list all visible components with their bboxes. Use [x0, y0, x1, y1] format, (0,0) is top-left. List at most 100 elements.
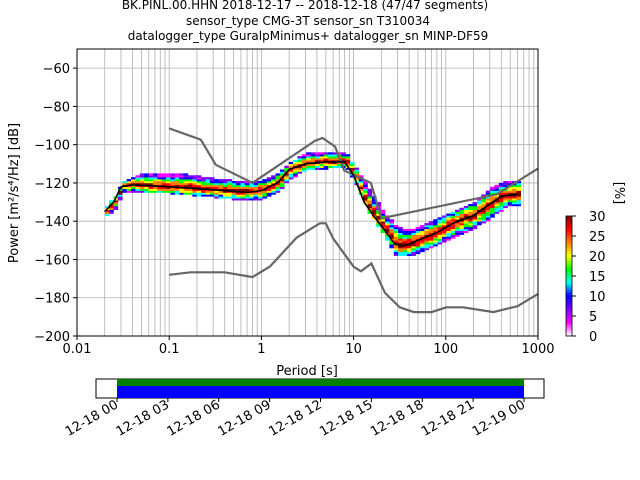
psd-cell	[258, 198, 263, 201]
psd-cell	[310, 163, 316, 167]
psd-cell	[279, 171, 285, 174]
psd-cell	[179, 181, 184, 184]
psd-cell	[104, 205, 110, 209]
psd-cell	[455, 234, 460, 237]
psd-cell	[319, 154, 325, 157]
psd-cell	[367, 198, 373, 201]
psd-cell	[236, 184, 241, 188]
psd-cell	[437, 236, 443, 239]
psd-cell	[196, 188, 202, 191]
psd-cell	[240, 188, 246, 191]
psd-cell	[354, 173, 360, 176]
psd-cell	[117, 190, 123, 193]
psd-cell	[174, 179, 180, 182]
psd-cell	[406, 234, 412, 237]
psd-cell	[507, 192, 513, 195]
psd-cell	[271, 175, 276, 178]
psd-cell	[310, 165, 316, 168]
psd-cell	[385, 236, 390, 239]
psd-cell	[253, 198, 259, 201]
psd-cell	[402, 251, 408, 255]
psd-cell	[323, 154, 329, 157]
psd-cell	[161, 179, 167, 182]
psd-cell	[415, 244, 421, 247]
psd-cell	[306, 156, 311, 159]
psd-cell	[507, 181, 513, 184]
psd-cell	[463, 213, 469, 216]
psd-cell	[192, 179, 198, 182]
psd-cell	[244, 182, 250, 186]
timeline-tick-label: 12-18 15	[317, 397, 375, 439]
y-tick-label: −140	[34, 215, 70, 230]
psd-cell	[494, 211, 500, 214]
psd-cell	[139, 188, 145, 191]
psd-cell	[314, 163, 320, 167]
psd-cell	[144, 177, 149, 180]
x-tick-label: 100	[433, 342, 458, 357]
psd-cell	[420, 232, 425, 235]
timeline-tick-label: 12-18 21	[419, 397, 477, 439]
psd-cell	[113, 207, 119, 211]
psd-cell	[323, 167, 329, 170]
psd-cell	[187, 192, 193, 195]
psd-cell	[258, 186, 263, 189]
psd-cell	[244, 194, 250, 197]
psd-cell	[503, 190, 508, 193]
psd-cell	[389, 223, 395, 226]
psd-cell	[371, 209, 377, 212]
psd-cell	[192, 182, 198, 186]
psd-cell	[385, 217, 390, 220]
psd-cell	[402, 238, 408, 241]
psd-cell	[498, 184, 504, 188]
psd-cell	[152, 173, 158, 176]
psd-cell	[503, 200, 508, 203]
colorbar-tick-label: 30	[589, 210, 606, 225]
psd-cell	[393, 234, 399, 237]
psd-cell	[459, 223, 465, 226]
psd-cell	[323, 158, 329, 161]
psd-cell	[459, 232, 465, 235]
psd-cell	[503, 182, 508, 186]
psd-cell	[420, 247, 425, 251]
psd-cell	[420, 238, 425, 241]
psd-cell	[222, 186, 228, 189]
psd-cell	[328, 163, 333, 167]
psd-cell	[306, 167, 311, 170]
psd-cell	[170, 190, 176, 193]
psd-cell	[507, 182, 513, 186]
psd-cell	[481, 205, 487, 209]
psd-cell	[166, 177, 171, 180]
psd-cell	[183, 177, 189, 180]
psd-cell	[183, 179, 189, 182]
psd-cell	[363, 182, 368, 186]
psd-cell	[218, 194, 224, 197]
psd-cell	[288, 165, 294, 168]
psd-cell	[166, 175, 171, 178]
psd-cell	[450, 226, 456, 230]
psd-cell	[463, 230, 469, 233]
psd-cell	[490, 200, 495, 203]
psd-cell	[284, 177, 289, 180]
psd-cell	[227, 184, 233, 188]
psd-cell	[433, 238, 438, 241]
psd-cell	[494, 200, 500, 203]
psd-cell	[433, 226, 438, 230]
psd-cell	[424, 247, 430, 251]
psd-cell	[424, 226, 430, 230]
psd-cell	[411, 244, 416, 247]
psd-cell	[455, 209, 460, 212]
psd-cell	[314, 165, 320, 168]
psd-cell	[218, 190, 224, 193]
psd-cell	[166, 190, 171, 193]
psd-cell	[258, 194, 263, 197]
psd-cell	[485, 202, 491, 205]
timeline-tick-label: 12-18 03	[114, 397, 172, 439]
psd-cell	[249, 182, 254, 186]
psd-cell	[236, 196, 241, 199]
psd-cell	[424, 225, 430, 228]
psd-cell	[371, 200, 377, 203]
psd-cell	[415, 249, 421, 253]
psd-cell	[157, 190, 162, 193]
psd-cell	[279, 181, 285, 184]
psd-cell	[341, 158, 346, 161]
